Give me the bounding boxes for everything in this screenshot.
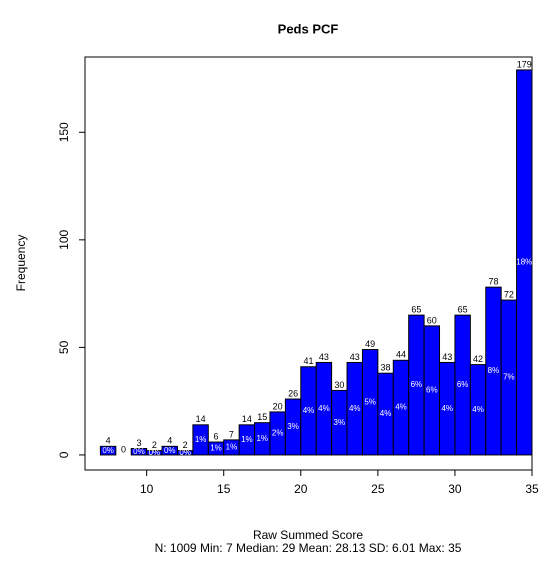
x-tick-label: 15: [217, 482, 231, 496]
count-label: 6: [214, 431, 219, 441]
count-label: 7: [229, 429, 234, 439]
percent-label: 7%: [503, 373, 515, 382]
count-label: 65: [458, 305, 468, 315]
x-axis-label: Raw Summed Score: [253, 528, 363, 542]
percent-label: 1%: [241, 435, 253, 444]
count-label: 2: [152, 440, 157, 450]
count-label: 14: [242, 414, 252, 424]
count-label: 72: [504, 289, 514, 299]
count-label: 4: [106, 436, 111, 446]
count-label: 42: [473, 354, 483, 364]
percent-label: 0%: [164, 446, 176, 455]
percent-label: 3%: [334, 418, 346, 427]
subtitle: N: 1009 Min: 7 Median: 29 Mean: 28.13 SD…: [155, 541, 462, 555]
count-label: 43: [442, 352, 452, 362]
bar: [99, 445, 117, 456]
percent-label: 1%: [226, 443, 238, 452]
count-label: 38: [381, 363, 391, 373]
count-label: 49: [365, 339, 375, 349]
y-tick-label: 100: [57, 230, 71, 250]
count-label: 14: [196, 414, 206, 424]
percent-label: 4%: [318, 404, 330, 413]
percent-label: 0%: [133, 447, 145, 456]
count-label: 179: [517, 59, 532, 69]
percent-label: 8%: [488, 366, 500, 375]
chart-title: Peds PCF: [278, 21, 339, 36]
percent-label: 4%: [395, 403, 407, 412]
count-label: 30: [334, 380, 344, 390]
count-label: 20: [273, 401, 283, 411]
percent-label: 0%: [149, 448, 161, 457]
percent-label: 3%: [287, 422, 299, 431]
x-tick-label: 25: [371, 482, 385, 496]
percent-label: 5%: [364, 397, 376, 406]
count-label: 60: [427, 315, 437, 325]
count-label: 44: [396, 350, 406, 360]
y-tick-label: 50: [57, 340, 71, 354]
percent-label: 6%: [457, 380, 469, 389]
y-tick-label: 0: [57, 451, 71, 458]
count-label: 43: [350, 352, 360, 362]
percent-label: 4%: [349, 404, 361, 413]
count-label: 65: [411, 305, 421, 315]
x-tick-label: 35: [525, 482, 539, 496]
count-label: 2: [183, 440, 188, 450]
percent-label: 4%: [472, 405, 484, 414]
percent-label: 4%: [380, 409, 392, 418]
percent-label: 4%: [441, 404, 453, 413]
count-label: 78: [488, 277, 498, 287]
count-label: 3: [136, 438, 141, 448]
count-label: 4: [167, 436, 172, 446]
percent-label: 18%: [516, 258, 532, 267]
bar: [192, 424, 209, 456]
percent-label: 0%: [179, 448, 191, 457]
percent-label: 2%: [272, 429, 284, 438]
percent-label: 1%: [195, 435, 207, 444]
count-label: 0: [121, 444, 126, 454]
x-tick-label: 20: [294, 482, 308, 496]
percent-label: 6%: [426, 386, 438, 395]
y-tick-label: 150: [57, 122, 71, 142]
count-label: 26: [288, 388, 298, 398]
percent-label: 0%: [102, 446, 114, 455]
bar: [516, 69, 533, 456]
percent-label: 4%: [303, 406, 315, 415]
y-axis-label: Frequency: [14, 235, 28, 292]
percent-label: 1%: [256, 434, 268, 443]
count-label: 15: [257, 412, 267, 422]
count-label: 43: [319, 352, 329, 362]
x-tick-label: 30: [448, 482, 462, 496]
percent-label: 1%: [210, 444, 222, 453]
percent-label: 6%: [411, 380, 423, 389]
count-label: 41: [303, 356, 313, 366]
x-tick-label: 10: [140, 482, 154, 496]
